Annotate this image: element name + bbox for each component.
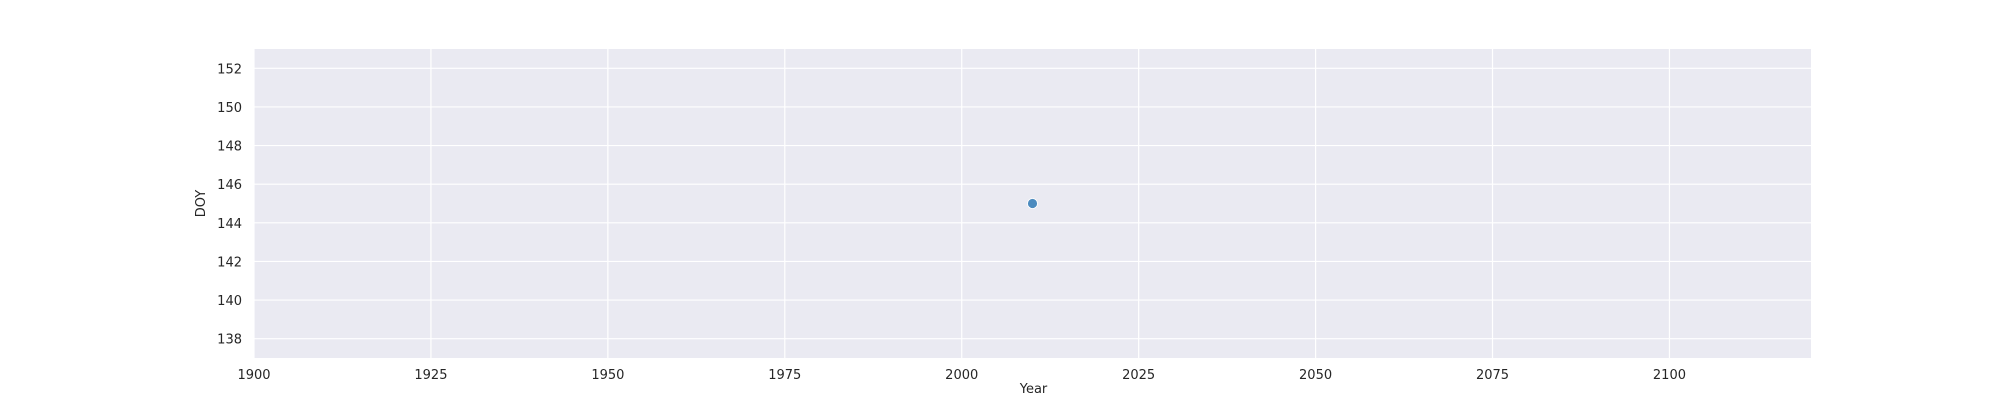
x-tick-label: 1900 (237, 368, 270, 383)
data-point (1027, 198, 1038, 209)
x-tick-label: 2075 (1476, 368, 1509, 383)
x-tick-label: 1925 (414, 368, 447, 383)
y-tick-label: 138 (217, 333, 242, 348)
x-tick-label: 2100 (1653, 368, 1686, 383)
x-tick-label: 2050 (1299, 368, 1332, 383)
y-axis-ticks: 138 140 142 144 146 148 150 152 (217, 62, 242, 347)
x-tick-label: 2025 (1122, 368, 1155, 383)
x-axis-label: Year (1019, 382, 1048, 397)
y-tick-label: 146 (217, 178, 242, 193)
y-tick-label: 152 (217, 62, 242, 77)
x-gridlines (253, 49, 1671, 358)
y-axis-label: DOY (194, 190, 209, 218)
y-tick-label: 140 (217, 294, 242, 309)
x-tick-label: 2000 (945, 368, 978, 383)
y-gridlines (254, 67, 1811, 340)
y-tick-label: 144 (217, 217, 242, 232)
y-tick-label: 148 (217, 140, 242, 155)
x-tick-label: 1950 (591, 368, 624, 383)
x-axis-ticks: 1900 1925 1950 1975 2000 2025 2050 2075 2100 (237, 368, 1686, 383)
y-tick-label: 142 (217, 255, 242, 270)
x-tick-label: 1975 (768, 368, 801, 383)
y-tick-label: 150 (217, 101, 242, 116)
data-points (1027, 198, 1038, 209)
